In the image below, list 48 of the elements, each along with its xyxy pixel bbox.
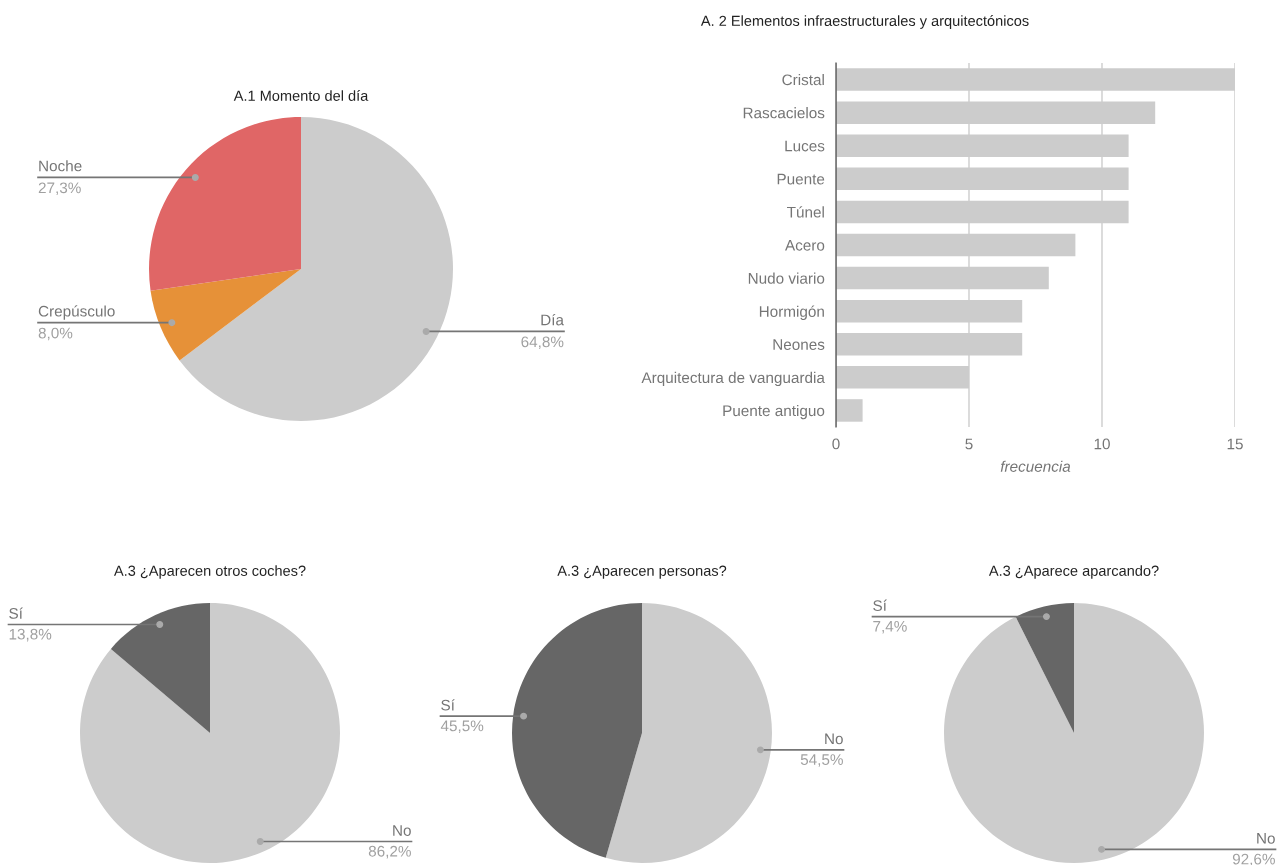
pie-slice (110, 603, 210, 733)
slice-label: Día (541, 313, 564, 326)
y-tick-label: Cristal (782, 74, 824, 86)
pie-slice (512, 603, 642, 858)
x-tick-label: 0 (832, 438, 840, 450)
y-tick-label: Arquitectura de vanguardia (641, 371, 825, 387)
pie-slice (179, 117, 453, 421)
pie-slice (150, 269, 301, 361)
slice-label: No (1257, 833, 1275, 844)
pie-slice (605, 603, 772, 863)
slice-label: Sí (441, 699, 455, 711)
chart-title: A.3 ¿Aparecen personas? (557, 565, 727, 579)
data-label: 13,8% (9, 628, 52, 642)
y-tick-label: Acero (785, 240, 825, 251)
pie-slice (149, 117, 301, 291)
y-tick-label: Rascacielos (743, 107, 825, 119)
y-tick-label: Neones (773, 339, 825, 350)
y-tick-label: Túnel (787, 206, 824, 218)
data-label: 54,5% (800, 754, 843, 767)
data-label: 64,8% (521, 336, 564, 350)
x-tick-label: 15 (1227, 438, 1243, 450)
y-tick-label: Nudo viario (748, 272, 825, 284)
y-tick-label: Luces (785, 140, 825, 152)
slice-label: Noche (39, 160, 82, 172)
bar (836, 399, 863, 422)
chart-title: A. 2 Elementos infraestructurales y arquitectónicos (700, 15, 1029, 29)
data-label: 7,4% (873, 620, 907, 634)
pie-slice (1015, 603, 1074, 733)
pie-slice (80, 603, 340, 863)
x-tick-label: 5 (965, 438, 973, 450)
data-label: 8,0% (38, 327, 73, 341)
slice-label: Crepúsculo (38, 305, 115, 320)
slice-label: No (825, 733, 843, 745)
chart-title: A.3 ¿Aparecen otros coches? (113, 565, 306, 579)
slice-label: Sí (9, 607, 23, 619)
slice-label: Sí (873, 599, 887, 611)
data-label: 45,5% (440, 720, 484, 734)
data-label: 86,2% (368, 845, 411, 859)
slice-label: No (393, 825, 411, 836)
y-tick-label: Hormigón (759, 305, 824, 320)
x-tick-label: 10 (1094, 438, 1110, 450)
pie-slice (944, 603, 1204, 863)
data-label: 27,3% (38, 182, 81, 196)
y-tick-label: Puente antiguo (723, 404, 825, 420)
y-tick-label: Puente (777, 173, 825, 185)
chart-title: A.1 Momento del día (233, 90, 369, 101)
chart-title: A.3 ¿Aparece aparcando? (988, 565, 1159, 579)
x-axis-title: frecuencia (1000, 460, 1071, 472)
